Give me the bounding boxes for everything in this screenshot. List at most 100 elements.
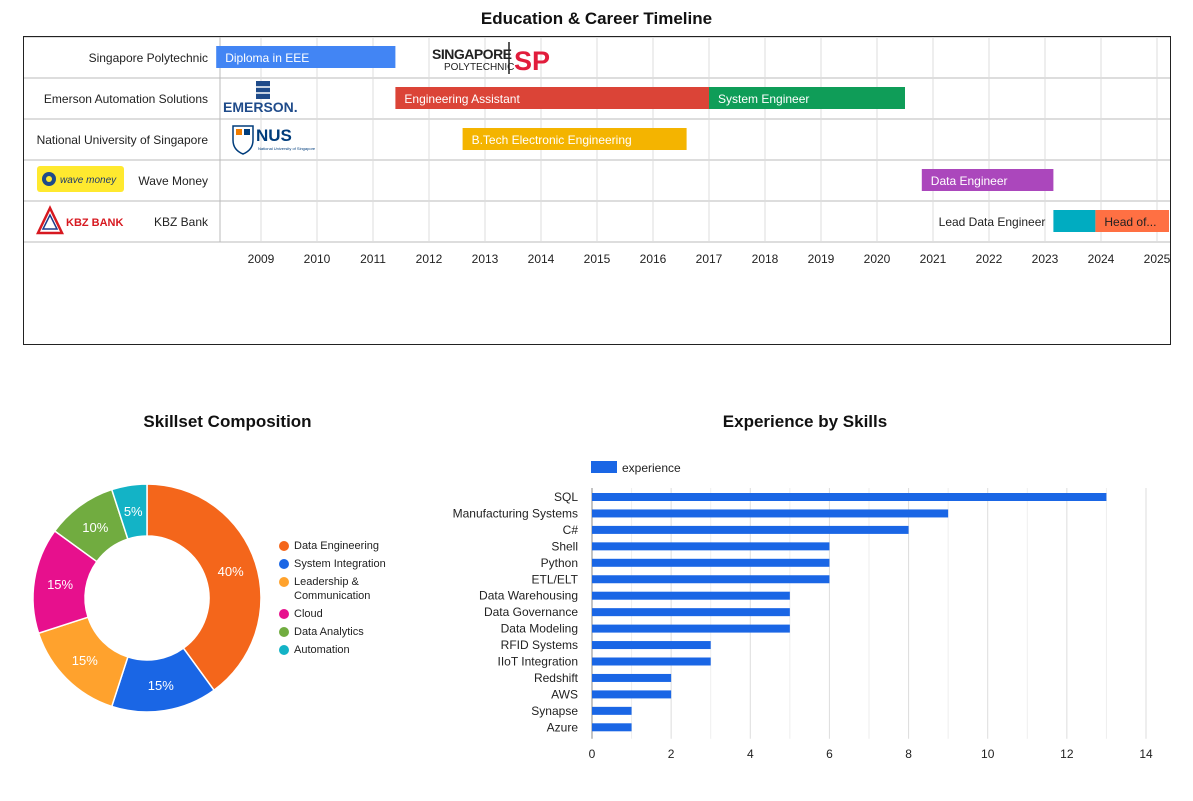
bar-x-tick: 2 — [668, 747, 675, 761]
timeline-bar — [395, 87, 709, 109]
bar-category-label: Synapse — [531, 704, 578, 718]
timeline-year-tick: 2019 — [808, 252, 835, 266]
bar-category-label: Manufacturing Systems — [453, 506, 578, 520]
timeline-bar-label: B.Tech Electronic Engineering — [472, 133, 632, 147]
bar-x-tick: 12 — [1060, 747, 1074, 761]
timeline-bar-label: System Engineer — [718, 92, 809, 106]
experience-bar — [592, 657, 711, 666]
timeline-bar-label: Diploma in EEE — [225, 51, 309, 65]
experience-bar — [592, 706, 632, 715]
pie-slice-label: 5% — [124, 504, 143, 519]
legend-label: Data Engineering — [294, 540, 380, 552]
skillset-pie-chart: 40% 15% 15% 15% 10% 5% — [32, 483, 262, 713]
bar-category-label: RFID Systems — [501, 638, 578, 652]
bar-chart-title: Experience by Skills — [722, 412, 888, 431]
bar-category-label: SQL — [554, 490, 578, 504]
legend-swatch — [279, 609, 289, 619]
timeline-year-tick: 2017 — [696, 252, 723, 266]
timeline-bar-label: Data Engineer — [931, 174, 1008, 188]
experience-bar — [592, 525, 909, 534]
experience-bar — [592, 509, 949, 518]
timeline-bar-label: Head of... — [1104, 215, 1156, 229]
bar-category-label: C# — [563, 523, 579, 537]
pie-slice-label: 10% — [82, 520, 108, 535]
kbz-bank-logo: KBZ BANK — [36, 205, 123, 235]
pie-slice-label: 15% — [148, 678, 174, 693]
timeline-bar — [1095, 210, 1169, 232]
bar-category-label: Data Modeling — [501, 622, 578, 636]
legend-label: System Integration — [294, 558, 386, 570]
pie-slice-label: 15% — [47, 577, 73, 592]
experience-bar — [592, 575, 830, 584]
bar-x-tick: 10 — [981, 747, 995, 761]
experience-bar — [592, 690, 672, 699]
experience-bar — [592, 591, 790, 600]
experience-bar-chart: experience 0 2 4 6 8 10 12 14 SQL Manufacturing Sy… — [453, 461, 1153, 761]
timeline-year-tick: 2021 — [920, 252, 947, 266]
timeline-bar — [1053, 210, 1096, 232]
timeline-bar — [216, 46, 396, 68]
timeline-year-tick: 2023 — [1032, 252, 1059, 266]
legend-swatch — [279, 577, 289, 587]
timeline-row-label: KBZ Bank — [154, 215, 209, 229]
timeline-year-tick: 2018 — [752, 252, 779, 266]
bar-category-label: Python — [541, 556, 578, 570]
timeline-year-tick: 2009 — [248, 252, 275, 266]
pie-slice — [110, 483, 148, 540]
svg-text:SINGAPORE: SINGAPORE — [432, 46, 512, 62]
svg-text:EMERSON.: EMERSON. — [223, 99, 298, 115]
legend-label: Cloud — [294, 608, 323, 620]
timeline-year-tick: 2011 — [360, 252, 386, 266]
legend-swatch — [279, 541, 289, 551]
timeline-bar-label: Engineering Assistant — [404, 92, 520, 106]
timeline-year-tick: 2014 — [528, 252, 555, 266]
svg-text:wave money: wave money — [60, 175, 117, 186]
bar-x-tick: 6 — [826, 747, 833, 761]
bar-x-tick: 0 — [589, 747, 596, 761]
legend-swatch — [279, 627, 289, 637]
experience-bar — [592, 641, 711, 650]
legend-swatch — [279, 559, 289, 569]
timeline-bar — [462, 128, 687, 150]
timeline-year-tick: 2015 — [584, 252, 611, 266]
timeline-chart-frame: 2009 2010 2011 2012 2013 2014 2015 2016 2017 2018… — [23, 36, 1171, 345]
timeline-year-tick: 2012 — [416, 252, 443, 266]
svg-text:POLYTECHNIC: POLYTECHNIC — [444, 62, 514, 73]
experience-bar — [592, 723, 632, 732]
svg-text:National University of Singapo: National University of Singapore — [258, 146, 316, 151]
bar-category-label: Azure — [547, 720, 579, 734]
timeline-year-tick: 2010 — [304, 252, 331, 266]
bar-x-tick: 4 — [747, 747, 754, 761]
bar-category-label: Data Warehousing — [479, 589, 578, 603]
timeline-title: Education & Career Timeline — [480, 9, 713, 28]
pie-slice-label: 40% — [218, 564, 244, 579]
timeline-year-tick: 2020 — [864, 252, 891, 266]
legend-swatch — [279, 645, 289, 655]
pie-chart-title: Skillset Composition — [143, 412, 312, 431]
bar-category-label: Shell — [551, 539, 578, 553]
bar-x-tick: 8 — [905, 747, 912, 761]
experience-bar — [592, 624, 790, 633]
timeline-chart: 2009 2010 2011 2012 2013 2014 2015 2016 2017 2018… — [24, 36, 1171, 266]
experience-bar — [592, 493, 1107, 501]
timeline-year-tick: 2016 — [640, 252, 667, 266]
timeline-row-label: Wave Money — [138, 174, 208, 188]
svg-text:SP: SP — [514, 46, 550, 76]
svg-text:NUS: NUS — [256, 126, 292, 145]
timeline-year-tick: 2024 — [1088, 252, 1115, 266]
emerson-logo: EMERSON. — [223, 81, 298, 115]
timeline-row-label: Singapore Polytechnic — [89, 51, 208, 65]
timeline-bar — [709, 87, 905, 109]
legend-label: Data Analytics — [294, 626, 364, 638]
timeline-bar-label: Lead Data Engineer — [939, 215, 1046, 229]
bar-category-label: ETL/ELT — [532, 572, 579, 586]
bar-category-label: IIoT Integration — [498, 655, 579, 669]
bar-legend-swatch — [591, 461, 617, 473]
experience-bar — [592, 558, 830, 567]
pie-slice-label: 15% — [72, 653, 98, 668]
svg-text:KBZ BANK: KBZ BANK — [66, 217, 123, 229]
bar-legend-label: experience — [622, 461, 681, 475]
bar-category-label: Redshift — [534, 671, 579, 685]
